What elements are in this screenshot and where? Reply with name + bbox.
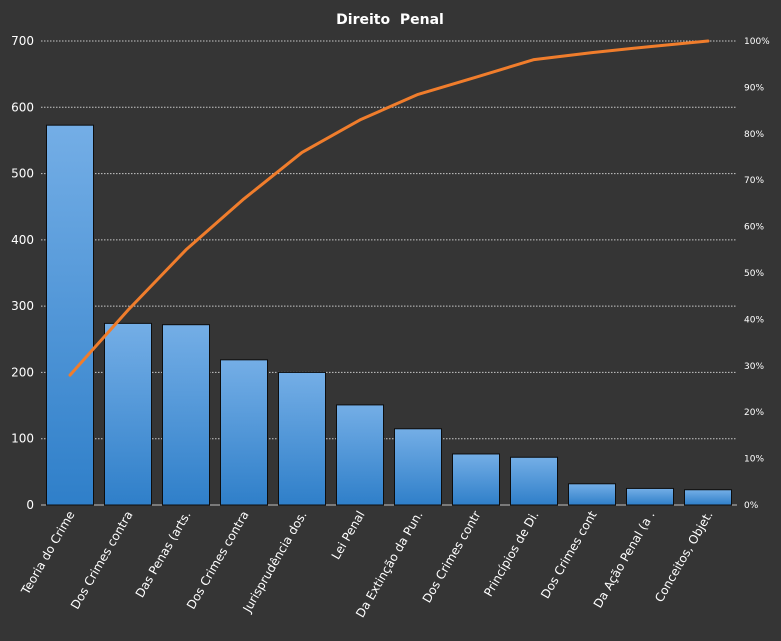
x-tick-label: Dos Crimes contra bbox=[68, 509, 136, 612]
y-tick-label: 400 bbox=[11, 233, 34, 247]
y-tick-label: 700 bbox=[11, 34, 34, 48]
y-tick-label: 500 bbox=[11, 167, 34, 181]
bar bbox=[452, 453, 500, 506]
y2-tick-label: 80% bbox=[744, 130, 764, 140]
x-tick-label: Jurisprudência dos. bbox=[240, 509, 310, 616]
bar bbox=[162, 324, 210, 506]
y-tick-label: 300 bbox=[11, 299, 34, 313]
bar bbox=[104, 322, 152, 506]
y2-tick-label: 0% bbox=[744, 501, 759, 511]
x-tick-label: Dos Crimes contr bbox=[420, 508, 484, 605]
bar bbox=[46, 124, 94, 506]
y2-tick-label: 40% bbox=[744, 315, 764, 325]
cumulative-line bbox=[68, 39, 710, 377]
bar bbox=[394, 428, 442, 506]
x-tick-label: Conceitos, Objet. bbox=[652, 509, 716, 605]
y-axis-left: 0 100 200 300 400 500 600 700 bbox=[11, 34, 34, 512]
x-tick-label: Lei Penal bbox=[329, 509, 368, 562]
bar bbox=[684, 489, 732, 506]
chart-title: Direito Penal bbox=[336, 12, 444, 28]
y2-tick-label: 50% bbox=[744, 269, 764, 279]
bar bbox=[510, 456, 558, 506]
y2-tick-label: 30% bbox=[744, 362, 764, 372]
x-tick-label: Da Extinção da Pun. bbox=[353, 509, 425, 621]
y-tick-label: 100 bbox=[11, 432, 34, 446]
bar bbox=[336, 404, 384, 506]
bars bbox=[46, 124, 732, 506]
y2-tick-label: 20% bbox=[744, 408, 764, 418]
x-tick-label: Teoria do Crime bbox=[18, 509, 78, 598]
grid-lines bbox=[41, 40, 737, 506]
bar bbox=[278, 371, 326, 506]
bar bbox=[568, 483, 616, 506]
x-tick-label: Das Penas (arts. bbox=[133, 509, 194, 601]
bar bbox=[626, 487, 674, 506]
bar bbox=[220, 359, 268, 506]
y-axis-right: 0% 10% 20% 30% 40% 50% 60% 70% 80% 90% 100% bbox=[744, 37, 770, 511]
y-tick-label: 0 bbox=[26, 498, 34, 512]
y-tick-label: 200 bbox=[11, 365, 34, 379]
x-tick-label: Dos Crimes cont bbox=[538, 508, 600, 601]
y-tick-label: 600 bbox=[11, 100, 34, 114]
x-tick-label: Dos Crimes contra bbox=[184, 509, 252, 612]
x-tick-label: Da Ação Penal (a . bbox=[591, 509, 658, 611]
y2-tick-label: 70% bbox=[744, 176, 764, 186]
x-tick-label: Princípios de Di. bbox=[481, 509, 541, 599]
cumulative-percent-line bbox=[68, 39, 710, 377]
y2-tick-label: 100% bbox=[744, 37, 770, 47]
y2-tick-label: 10% bbox=[744, 455, 764, 465]
y2-tick-label: 60% bbox=[744, 223, 764, 233]
y2-tick-label: 90% bbox=[744, 83, 764, 93]
